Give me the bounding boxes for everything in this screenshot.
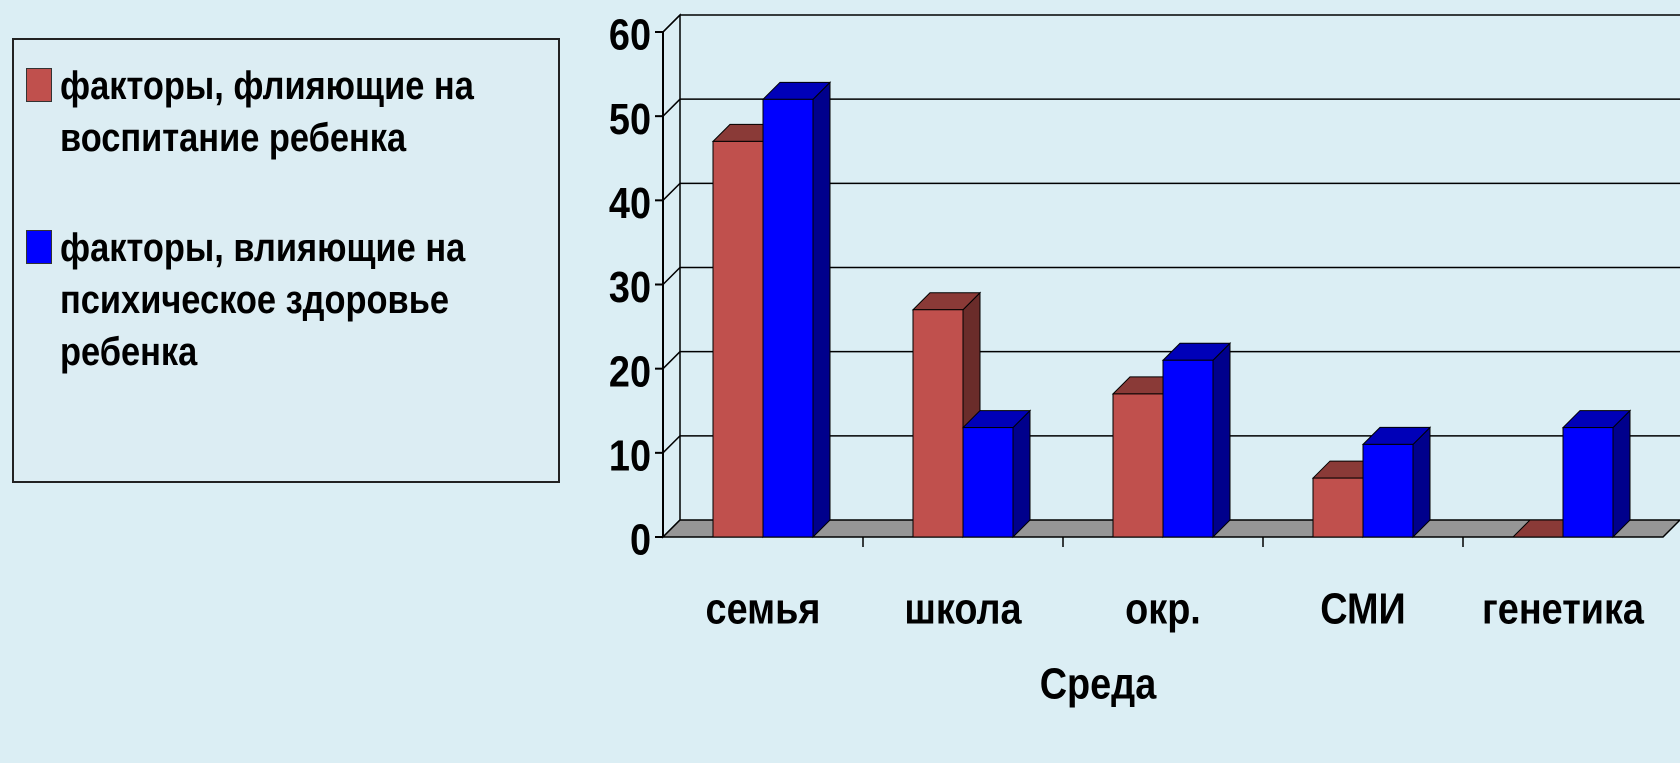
bar: [1161, 342, 1232, 539]
y-tick-label: 0: [630, 515, 651, 564]
bar-front: [1362, 443, 1414, 538]
bar: [1361, 426, 1432, 539]
bar-front: [762, 98, 814, 538]
grid-line: [662, 350, 1680, 370]
y-tick-label: 50: [609, 94, 651, 143]
x-axis-label: Среда: [1040, 659, 1158, 708]
legend-label: факторы, флияющие на воспитание ребенка: [60, 64, 474, 160]
x-tick-label: семья: [706, 584, 821, 633]
bar-side: [1412, 426, 1431, 539]
y-tick-label: 10: [609, 431, 651, 480]
bar-front: [1112, 393, 1164, 538]
bar-front: [1162, 359, 1214, 538]
bar-front: [962, 427, 1014, 538]
bar: [761, 81, 832, 539]
bar: [961, 409, 1032, 539]
bar-front: [912, 309, 964, 538]
grid-line: [662, 266, 1680, 286]
y-tick-label: 60: [609, 10, 651, 59]
bar-side: [1212, 342, 1231, 539]
bar-front: [712, 140, 764, 538]
x-tick-label: школа: [904, 584, 1022, 633]
bar-front: [1312, 477, 1364, 538]
legend-swatch: [26, 230, 52, 264]
y-tick-label: 30: [609, 262, 651, 311]
bar-side: [812, 81, 831, 539]
bar-side: [1612, 409, 1631, 539]
legend-entry: факторы, влияющие на психическое здоровь…: [26, 222, 548, 378]
x-tick-label: окр.: [1125, 584, 1201, 633]
legend-label: факторы, влияющие на психическое здоровь…: [60, 226, 466, 374]
grid-line: [662, 182, 1680, 201]
grid-line: [662, 14, 1680, 33]
y-tick-label: 40: [609, 178, 651, 227]
y-tick-label: 20: [609, 347, 651, 396]
bar: [1561, 409, 1632, 539]
legend: факторы, флияющие на воспитание ребенка ф…: [12, 38, 560, 483]
grid-line: [662, 98, 1680, 117]
grid-line: [662, 435, 1680, 454]
legend-entry: факторы, флияющие на воспитание ребенка: [26, 60, 548, 164]
x-tick-label: генетика: [1482, 584, 1645, 633]
bar-front: [1562, 427, 1614, 538]
legend-swatch: [26, 68, 52, 102]
x-tick-label: СМИ: [1320, 584, 1406, 633]
bar-side: [1012, 409, 1031, 539]
